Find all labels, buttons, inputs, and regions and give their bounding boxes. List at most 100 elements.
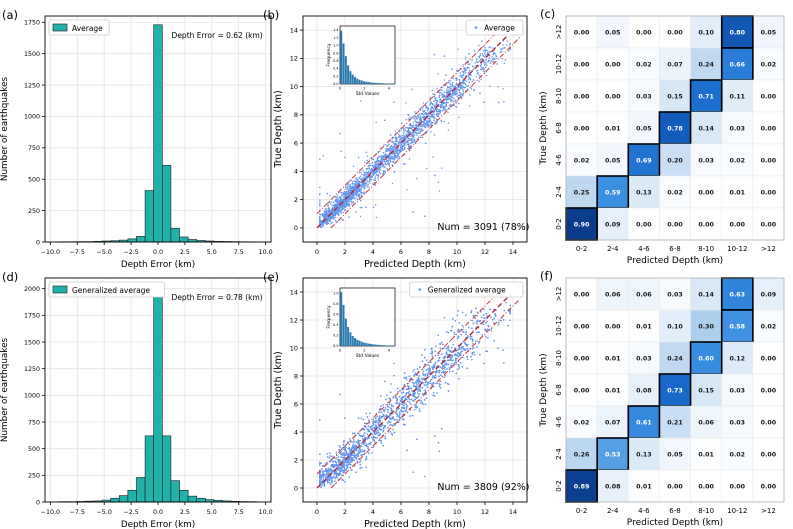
scatter-point — [503, 47, 506, 49]
scatter-point — [359, 190, 361, 192]
scatter-point — [359, 206, 361, 209]
heatmap-cell — [659, 143, 691, 177]
scatter-point — [383, 154, 386, 156]
scatter-point — [394, 154, 396, 157]
scatter-point — [400, 150, 403, 153]
y-tick-label: 1750 — [24, 20, 40, 27]
heatmap-value: 0.09 — [605, 221, 621, 228]
histogram-bar — [196, 497, 206, 503]
heatmap-cell — [596, 79, 629, 113]
scatter-point — [322, 222, 325, 224]
scatter-point — [425, 121, 428, 123]
scatter-point — [419, 120, 422, 123]
x-tick-label: 5.0 — [207, 509, 217, 516]
scatter-point — [486, 52, 489, 55]
scatter-point — [370, 168, 373, 170]
scatter-point — [397, 154, 399, 156]
scatter-point — [462, 90, 465, 93]
depth-error-annotation: Depth Error = 0.78 (km) — [172, 293, 263, 302]
scatter-point — [358, 193, 361, 195]
scatter-point — [462, 89, 464, 91]
scatter-point — [391, 157, 394, 160]
scatter-point — [493, 52, 495, 55]
scatter-point — [354, 187, 356, 189]
scatter-point — [444, 102, 446, 104]
scatter-point — [436, 101, 438, 104]
scatter-point — [464, 75, 467, 77]
scatter-point — [390, 145, 392, 147]
scatter-point — [437, 112, 439, 115]
scatter-point — [423, 125, 425, 127]
inset-x-label: Std Values — [356, 91, 380, 97]
heatmap-value: 0.15 — [667, 93, 683, 100]
scatter-point — [388, 163, 391, 166]
scatter-point — [446, 88, 448, 90]
scatter-point — [325, 221, 327, 224]
y-tick-label: 250 — [28, 473, 40, 480]
scatter-point — [445, 92, 447, 94]
scatter-point — [435, 96, 437, 99]
scatter-point — [319, 217, 321, 220]
scatter-point — [430, 101, 432, 103]
scatter-point — [493, 57, 496, 60]
scatter-point — [408, 143, 410, 146]
scatter-point — [352, 195, 354, 197]
scatter-point — [413, 117, 415, 120]
heatmap-value: 0.00 — [636, 29, 652, 36]
scatter-point — [377, 151, 380, 154]
scatter-point — [363, 191, 365, 194]
x-tick-label: 0-2 — [576, 245, 587, 253]
scatter-point — [358, 176, 360, 179]
scatter-point — [367, 170, 370, 172]
inset-y-label: Frequency — [326, 43, 332, 67]
x-tick-label: 5.0 — [207, 249, 217, 256]
scatter-point — [432, 122, 434, 124]
scatter-point — [367, 184, 369, 187]
scatter-point — [404, 129, 407, 132]
scatter-point — [339, 210, 341, 213]
y-tick-label: 8-10 — [555, 88, 563, 104]
scatter-point — [501, 57, 503, 60]
scatter-point — [497, 101, 500, 104]
scatter-point — [414, 131, 417, 134]
x-tick-label: 2-4 — [607, 245, 619, 253]
scatter-point — [325, 220, 328, 222]
scatter-point — [408, 137, 410, 140]
scatter-point — [375, 161, 377, 164]
heatmap-value: 0.24 — [698, 61, 714, 68]
scatter-point — [422, 129, 424, 131]
y-tick-label: 0 — [294, 224, 298, 232]
scatter-point — [403, 135, 406, 138]
scatter-point — [468, 52, 470, 55]
scatter-point — [329, 217, 331, 219]
scatter-point — [481, 40, 483, 42]
scatter-point — [485, 49, 487, 51]
scatter-point — [349, 192, 351, 194]
scatter-point — [398, 138, 401, 141]
scatter-point — [368, 164, 371, 167]
scatter-point — [423, 114, 425, 116]
scatter-point — [428, 112, 430, 114]
scatter-point — [401, 122, 403, 124]
scatter-point — [472, 79, 475, 81]
scatter-point — [448, 98, 451, 100]
panel-label: (d) — [2, 270, 18, 284]
y-tick-label: 1500 — [24, 339, 40, 346]
scatter-point — [320, 223, 323, 225]
scatter-point — [355, 191, 358, 193]
x-tick-label: −2.5 — [123, 509, 138, 516]
scatter-point — [319, 201, 321, 203]
scatter-point — [359, 215, 362, 218]
scatter-point — [449, 80, 452, 82]
scatter-point — [366, 159, 369, 162]
scatter-point — [488, 85, 491, 87]
heatmap-value: 0.00 — [761, 221, 777, 228]
scatter-point — [343, 197, 345, 200]
scatter-point — [352, 183, 355, 185]
scatter-point — [319, 199, 321, 201]
scatter-point — [332, 201, 335, 203]
scatter-point — [478, 80, 481, 82]
scatter-point — [468, 81, 471, 84]
scatter-point — [423, 109, 426, 112]
